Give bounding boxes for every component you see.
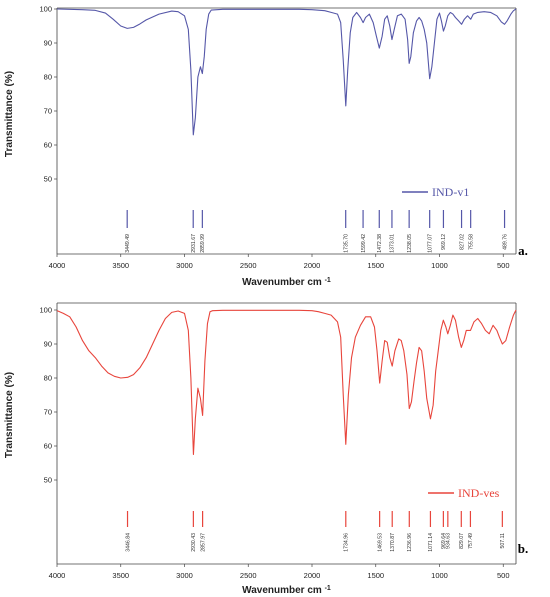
panel-label: b. [518,541,528,556]
x-tick-label: 4000 [49,261,66,270]
peak-label: 1735.70 [343,234,349,253]
y-axis-title: Transmittance (%) [4,372,15,458]
x-tick-label: 3000 [176,261,193,270]
peak-label: 2859.99 [200,234,206,253]
y-tick-label: 100 [39,306,52,315]
peak-label: 1469.53 [377,533,383,552]
chart-panel-b: 50 60 70 80 90 100 4000 3500 3000 2500 2000 1500 100… [4,302,528,597]
x-tick-label: 1000 [431,261,448,270]
peak-label: 3449.49 [125,234,131,253]
x-axis-title: Wavenumber cm -1 [242,585,331,597]
y-tick-label: 80 [44,73,52,82]
y-tick-label: 80 [44,374,52,383]
peak-label: 1599.42 [361,234,367,253]
y-tick-label: 90 [44,39,52,48]
y-tick-label: 50 [44,476,52,485]
peak-label: 827.02 [459,234,465,250]
y-tick-label: 60 [44,442,52,451]
legend-label: IND-v1 [432,185,469,199]
x-tick-label: 1500 [367,261,384,270]
peak-label: 755.58 [468,234,474,250]
peak-label: 1236.96 [407,533,413,552]
x-tick-label: 1000 [431,571,448,580]
peak-label: 1472.38 [377,234,383,253]
peak-label: 829.07 [459,533,465,549]
y-axis-title: Transmittance (%) [4,71,15,157]
x-tick-label: 1500 [367,571,384,580]
peak-label: 2930.43 [191,533,197,552]
peak-label: 1077.07 [427,234,433,253]
peak-label: 2857.97 [200,533,206,552]
x-tick-label: 2500 [240,571,257,580]
peak-label: 507.11 [500,533,506,549]
peak-label: 1370.87 [390,533,396,552]
peak-label: 2931.67 [191,234,197,253]
x-tick-label: 4000 [49,571,66,580]
legend-label: IND-ves [458,486,500,500]
y-tick-label: 50 [44,175,52,184]
peak-label: 757.49 [468,533,474,549]
y-tick-label: 60 [44,141,52,150]
peak-label: 1373.01 [390,234,396,253]
y-tick-label: 100 [39,5,52,14]
panel-label: a. [518,243,528,258]
peak-label: 934.63 [446,533,452,549]
peak-label: 3446.84 [125,533,131,552]
x-axis-title: Wavenumber cm -1 [242,277,331,289]
spectrum-line [56,309,517,456]
chart-panel-a: 50 60 70 80 90 100 4000 3500 3000 2500 2000 1500 100… [4,5,528,289]
x-tick-label: 2500 [240,261,257,270]
x-tick-label: 500 [497,261,510,270]
x-axis-title-superscript: -1 [325,585,331,592]
peak-label: 1734.96 [344,533,350,552]
peak-label: 969.64 [441,533,447,549]
spectrum-line [56,8,517,136]
y-tick-label: 70 [44,408,52,417]
y-tick-label: 90 [44,340,52,349]
peak-label: 1238.05 [407,234,413,253]
x-tick-label: 3500 [112,571,129,580]
x-axis-title-superscript: -1 [325,277,331,284]
x-tick-label: 500 [497,571,510,580]
x-tick-label: 3500 [112,261,129,270]
x-tick-label: 2000 [304,261,321,270]
x-tick-label: 2000 [304,571,321,580]
x-tick-label: 3000 [176,571,193,580]
peak-label: 1071.14 [428,533,434,552]
peak-label: 489.76 [502,234,508,250]
peak-label: 969.12 [441,234,447,250]
y-tick-label: 70 [44,107,52,116]
